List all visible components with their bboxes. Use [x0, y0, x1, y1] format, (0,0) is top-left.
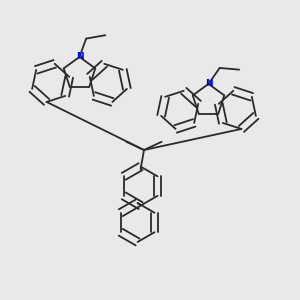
- Text: N: N: [76, 52, 83, 62]
- Text: N: N: [205, 80, 212, 88]
